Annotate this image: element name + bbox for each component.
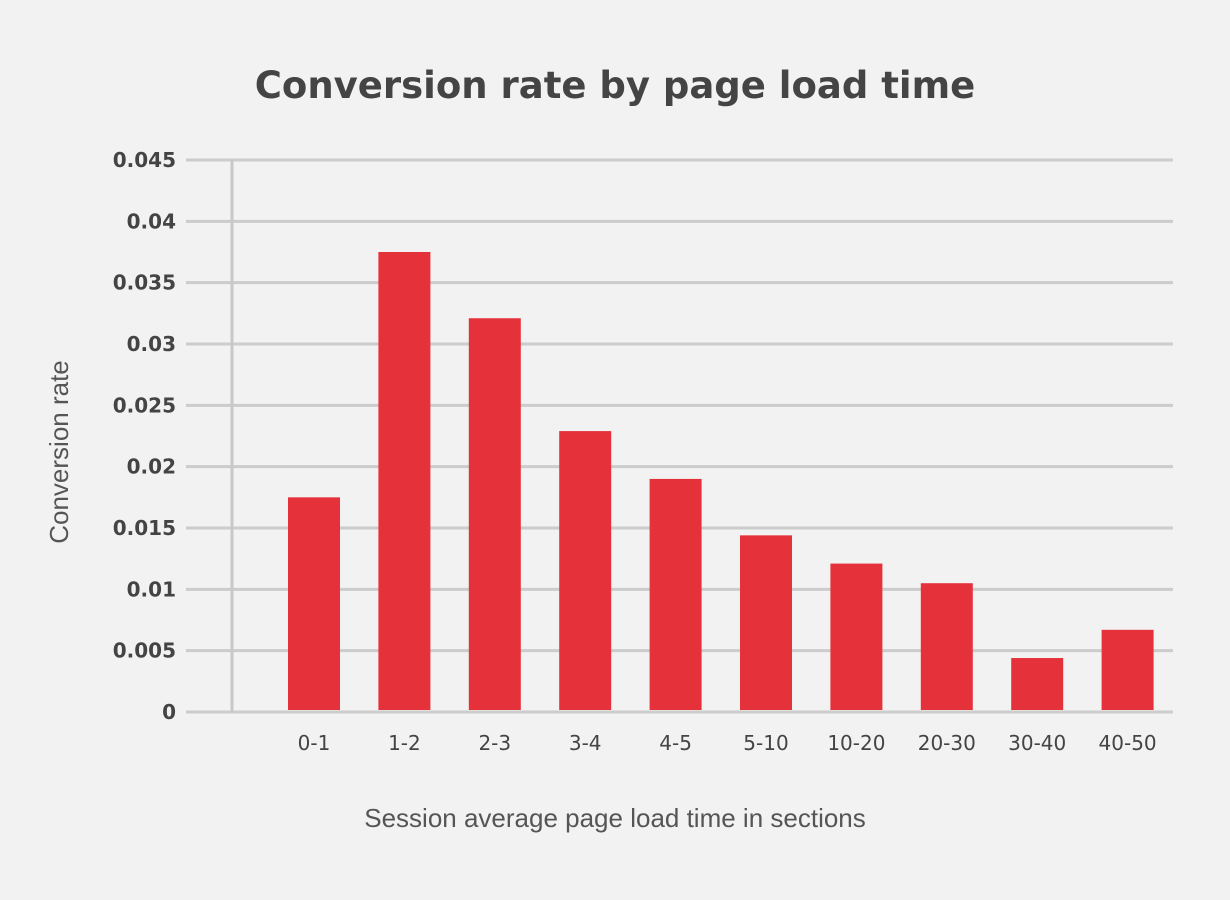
bar-1-2 [378,252,431,710]
y-tick-label: 0 [162,700,176,724]
y-tick-label: 0.01 [127,577,176,601]
bar-4-5 [649,478,702,710]
x-tick-label: 2-3 [478,731,511,755]
bar-0-1 [288,497,340,710]
bar-3-4 [559,431,612,710]
y-axis-label: Conversion rate [44,360,74,544]
y-tick-label: 0.015 [113,516,176,540]
bar-5-10 [740,535,792,710]
x-tick-label: 3-4 [569,731,602,755]
bar-30-40 [1011,658,1064,710]
y-tick-label: 0.04 [127,209,176,233]
x-tick-label: 10-20 [827,731,885,755]
x-tick-label: 0-1 [298,731,331,755]
gridlines [186,158,1173,714]
bar-10-20 [830,563,883,710]
bar-20-30 [920,583,973,710]
y-tick-label: 0.005 [113,639,176,663]
y-tick-label: 0.02 [127,455,176,479]
x-tick-labels: 0-1 1-2 2-3 3-4 4-5 5-10 10-20 20-30 30-40 40-50 [298,731,1157,755]
x-tick-label: 1-2 [388,731,421,755]
x-tick-label: 40-50 [1099,731,1157,755]
x-tick-label: 20-30 [918,731,976,755]
y-tick-label: 0.035 [113,271,176,295]
chart-title: Conversion rate by page load time [255,64,975,107]
x-axis-label: Session average page load time in sectio… [364,803,866,833]
x-tick-label: 5-10 [743,731,788,755]
bar-40-50 [1101,629,1154,710]
bar-2-3 [468,318,521,710]
bars [288,252,1154,710]
x-tick-label: 30-40 [1008,731,1066,755]
x-tick-label: 4-5 [659,731,692,755]
y-tick-labels: 0 0.005 0.01 0.015 0.02 0.025 0.03 0.035 0.04 0.0… [113,148,176,724]
y-tick-label: 0.03 [127,332,176,356]
y-tick-label: 0.025 [113,393,176,417]
y-tick-label: 0.045 [113,148,176,172]
